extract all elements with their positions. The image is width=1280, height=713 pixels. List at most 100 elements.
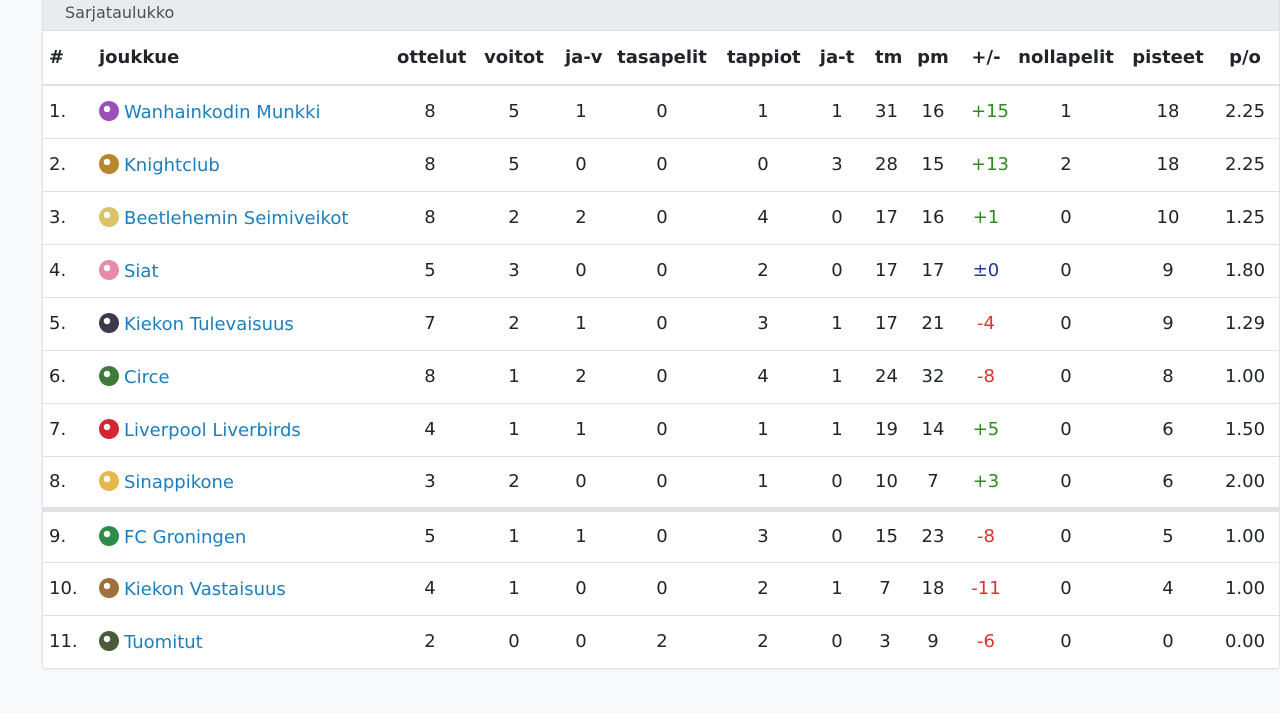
- tm-cell: 24: [869, 349, 901, 403]
- col-header-pm[interactable]: pm: [901, 31, 965, 86]
- team-link[interactable]: Knightclub: [124, 154, 220, 176]
- rank-cell: 4.: [43, 243, 93, 297]
- ottelut-cell: 8: [391, 190, 469, 244]
- col-header-voitot[interactable]: voitot: [469, 31, 559, 86]
- team-link[interactable]: Tuomitut: [124, 631, 203, 653]
- tasapelit-cell: 0: [603, 402, 721, 456]
- col-header-tm[interactable]: tm: [869, 31, 902, 86]
- tasapelit-cell: 0: [603, 137, 721, 191]
- table-row: 3. Beetlehemin Seimiveikot 8 2 2 0 4 0 17 16 +1 0 10…: [43, 190, 1279, 244]
- team-link[interactable]: Wanhainkodin Munkki: [124, 101, 321, 123]
- nollapelit-cell: 0: [1007, 190, 1125, 244]
- ottelut-cell: 8: [424, 101, 436, 123]
- nollapelit-cell: 0: [1007, 296, 1125, 350]
- col-header-tappiot[interactable]: tappiot: [721, 31, 805, 86]
- tappiot-cell: 3: [721, 296, 805, 350]
- col-header-pisteet[interactable]: pisteet: [1125, 31, 1211, 86]
- team-cell: Liverpool Liverbirds: [93, 402, 391, 456]
- po-cell: 1.00: [1211, 349, 1279, 403]
- ottelut-cell: 2: [391, 614, 469, 668]
- table-row: 8. Sinappikone 3 2 0 0 1 0 10 7 +3 0 6 2.00: [43, 455, 1279, 509]
- col-header-jat[interactable]: ja-t: [805, 31, 869, 86]
- team-link[interactable]: Sinappikone: [124, 471, 234, 493]
- voitot-cell: 5: [469, 137, 559, 191]
- jav-cell: 0: [559, 614, 603, 668]
- pm-cell: 16: [901, 190, 965, 244]
- voitot-cell: 2: [469, 455, 559, 509]
- pisteet-cell: 10: [1125, 190, 1211, 244]
- jav-cell: 2: [559, 190, 603, 244]
- tasapelit-cell: 0: [603, 243, 721, 297]
- col-header-po[interactable]: p/o: [1211, 31, 1279, 86]
- jat-cell: 1: [805, 296, 869, 350]
- jav-cell: 1: [559, 296, 603, 350]
- jat-cell: 1: [805, 402, 869, 456]
- team-link[interactable]: Kiekon Vastaisuus: [124, 578, 286, 600]
- tappiot-cell: 4: [721, 190, 805, 244]
- tm-cell: 15: [869, 506, 901, 562]
- po-cell: 0.00: [1211, 614, 1279, 668]
- tappiot-cell: 1: [721, 402, 805, 456]
- team-link[interactable]: Beetlehemin Seimiveikot: [124, 207, 349, 229]
- tappiot-cell: 4: [721, 349, 805, 403]
- voitot-cell: 1: [469, 349, 559, 403]
- tappiot-cell: 1: [757, 101, 769, 123]
- tasapelit-cell: 0: [603, 561, 721, 615]
- pisteet-cell: 0: [1125, 614, 1211, 668]
- tm-cell: 31: [875, 101, 898, 123]
- voitot-cell: 2: [469, 296, 559, 350]
- po-cell: 1.29: [1211, 296, 1279, 350]
- col-header-nollapelit[interactable]: nollapelit: [1007, 31, 1125, 86]
- voitot-cell: 1: [469, 506, 559, 562]
- voitot-cell: 1: [469, 402, 559, 456]
- jat-cell: 1: [805, 349, 869, 403]
- col-header-jav[interactable]: ja-v: [559, 31, 603, 86]
- team-link[interactable]: Circe: [124, 366, 170, 388]
- circe-logo-icon: [99, 365, 119, 386]
- col-header-diff[interactable]: +/-: [965, 31, 1007, 86]
- team-cell: Kiekon Tulevaisuus: [93, 296, 391, 350]
- rank-cell: 6.: [43, 349, 93, 403]
- pisteet-cell: 9: [1125, 296, 1211, 350]
- pisteet-cell: 5: [1125, 506, 1211, 562]
- team-cell: Siat: [93, 243, 391, 297]
- team-cell: Kiekon Vastaisuus: [93, 561, 391, 615]
- tm-cell: 7: [869, 561, 901, 615]
- team-link[interactable]: Kiekon Tulevaisuus: [124, 313, 294, 335]
- pisteet-cell: 18: [1125, 137, 1211, 191]
- sinappikone-logo-icon: [99, 470, 119, 491]
- standings-table: # joukkue ottelut voitot ja-v tasapelit …: [43, 31, 1279, 668]
- rank-cell: 10.: [43, 561, 93, 615]
- vastaisuus-logo-icon: [99, 577, 119, 598]
- nollapelit-cell: 0: [1007, 243, 1125, 297]
- voitot-cell: 2: [469, 190, 559, 244]
- col-header-tasapelit[interactable]: tasapelit: [603, 31, 721, 86]
- table-row: 11. Tuomitut 2 0 0 2 2 0 3 9 -6 0 0 0.00: [43, 614, 1279, 668]
- jav-cell: 1: [575, 101, 587, 123]
- col-header-team[interactable]: joukkue: [93, 31, 391, 86]
- nollapelit-cell: 0: [1007, 455, 1125, 509]
- tasapelit-cell: 2: [603, 614, 721, 668]
- team-link[interactable]: FC Groningen: [124, 526, 247, 548]
- standings-card: Sarjataulukko # joukkue ottelut voitot: [42, 0, 1280, 669]
- jav-cell: 2: [559, 349, 603, 403]
- tulevaisuus-logo-icon: [99, 312, 119, 333]
- team-cell: Sinappikone: [93, 455, 391, 509]
- col-header-ottelut[interactable]: ottelut: [391, 31, 469, 86]
- jav-cell: 0: [559, 243, 603, 297]
- po-cell: 1.80: [1211, 243, 1279, 297]
- pisteet-cell: 18: [1156, 101, 1180, 123]
- team-cell: FC Groningen: [93, 506, 391, 562]
- jav-cell: 1: [559, 506, 603, 562]
- team-link[interactable]: Siat: [124, 260, 159, 282]
- team-link[interactable]: Liverpool Liverbirds: [124, 419, 301, 441]
- pm-cell: 18: [901, 561, 965, 615]
- nollapelit-cell: 0: [1007, 561, 1125, 615]
- tasapelit-cell: 0: [603, 349, 721, 403]
- rank-cell: 2.: [43, 137, 93, 191]
- table-row: 9. FC Groningen 5 1 1 0 3 0 15 23 -8 0 5 1.00: [43, 506, 1279, 562]
- col-header-rank[interactable]: #: [43, 31, 93, 86]
- tappiot-cell: 2: [721, 614, 805, 668]
- rank-cell: 11.: [43, 614, 93, 668]
- tappiot-cell: 1: [721, 455, 805, 509]
